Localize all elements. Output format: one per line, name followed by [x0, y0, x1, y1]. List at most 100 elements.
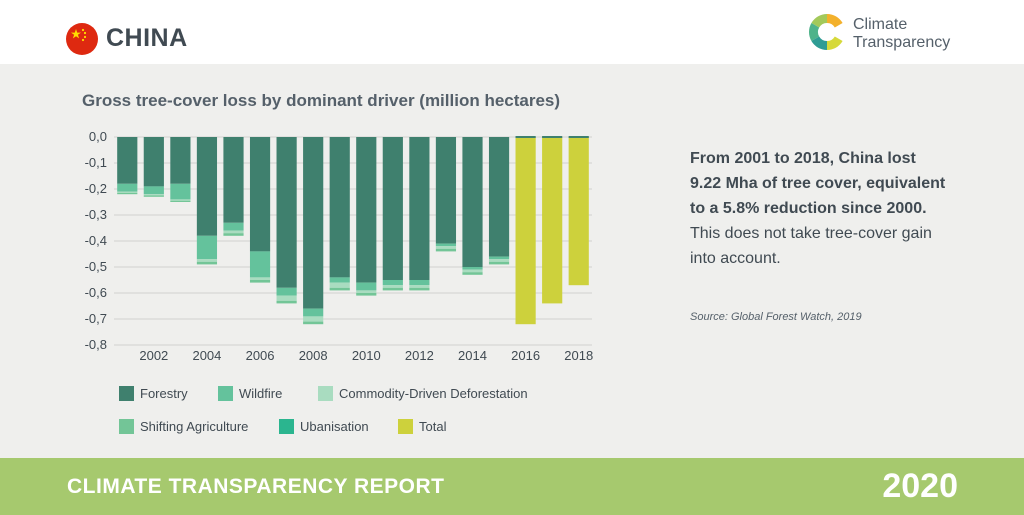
bar-forestry-2011: [382, 137, 403, 280]
bar-wildfire-2007: [276, 287, 297, 296]
bar-wildfire-2011: [382, 280, 403, 286]
bar-shifting-agriculture-2004: [196, 261, 218, 265]
bar-commodity-driven-deforestation-2002: [143, 194, 164, 196]
brand-line-1: Climate: [853, 16, 908, 33]
bar-wildfire-2003: [170, 183, 191, 200]
legend-item-forestry: Forestry: [119, 385, 188, 401]
legend-swatch: [318, 385, 333, 401]
bar-forestry-2002: [143, 137, 164, 187]
bar-commodity-driven-deforestation-2003: [170, 199, 191, 201]
legend-label: Commodity-Driven Deforestation: [339, 385, 528, 401]
x-tick-label: 2012: [405, 348, 434, 363]
legend-item-shifting-agriculture: Shifting Agriculture: [119, 418, 248, 434]
bar-wildfire-2009: [329, 277, 350, 283]
bar-forestry-2007: [276, 137, 297, 288]
y-tick-label: -0,7: [85, 311, 107, 326]
climate-transparency-logo-icon: [808, 13, 843, 51]
bar-total-2018: [568, 137, 589, 286]
x-tick-label: 2008: [299, 348, 328, 363]
bar-forestry-2009: [329, 137, 350, 278]
bar-forestry-2001: [117, 137, 138, 184]
bar-commodity-driven-deforestation-2014: [462, 269, 483, 273]
bar-shifting-agriculture-2005: [223, 233, 244, 236]
bar-wildfire-2004: [196, 235, 218, 260]
bar-wildfire-2001: [117, 183, 138, 192]
bar-top-cap-2018: [568, 136, 589, 138]
bar-total-2016: [515, 137, 536, 325]
legend-item-total: Total: [398, 418, 446, 434]
chart-grid: [114, 136, 592, 346]
bar-forestry-2006: [249, 137, 271, 252]
bar-shifting-agriculture-2014: [462, 272, 483, 275]
bar-wildfire-2010: [356, 282, 377, 291]
y-axis-ticks: 0,0 -0,1 -0,2 -0,3 -0,4 -0,5 -0,6 -0,7 -0,8: [85, 129, 107, 352]
bar-forestry-2004: [196, 137, 218, 236]
bar-wildfire-2005: [223, 222, 244, 231]
bar-commodity-driven-deforestation-2008: [303, 316, 324, 322]
bar-shifting-agriculture-2007: [276, 300, 297, 304]
bar-shifting-agriculture-2010: [356, 293, 377, 296]
bar-shifting-agriculture-2012: [409, 287, 430, 291]
legend-item-wildfire: Wildfire: [218, 385, 282, 401]
legend-swatch: [119, 385, 134, 401]
y-tick-label: -0,2: [85, 181, 107, 196]
bar-shifting-agriculture-2002: [143, 195, 164, 197]
y-tick-label: -0,1: [85, 155, 107, 170]
bar-forestry-2014: [462, 137, 483, 267]
bar-shifting-agriculture-2011: [382, 287, 403, 291]
bar-wildfire-2014: [462, 267, 483, 270]
legend-label: Shifting Agriculture: [140, 418, 249, 434]
legend-label: Ubanisation: [300, 418, 369, 434]
summary-bold: From 2001 to 2018, China lost 9.22 Mha o…: [690, 150, 946, 217]
x-tick-label: 2004: [192, 348, 221, 363]
legend-label: Total: [419, 418, 447, 434]
x-tick-label: 2006: [246, 348, 275, 363]
bar-shifting-agriculture-2006: [249, 280, 271, 283]
legend-item-ubanisation: Ubanisation: [279, 418, 369, 434]
y-tick-label: 0,0: [89, 129, 107, 144]
x-tick-label: 2010: [352, 348, 381, 363]
bar-commodity-driven-deforestation-2005: [223, 230, 244, 234]
bar-chart: 0,0 -0,1 -0,2 -0,3 -0,4 -0,5 -0,6 -0,7 -0,8 2002…: [85, 129, 594, 363]
country-name: CHINA: [106, 24, 188, 52]
bar-forestry-2003: [170, 137, 191, 184]
bar-wildfire-2008: [303, 308, 324, 317]
header: CHINA Climate Transparency: [0, 0, 1024, 64]
bar-shifting-agriculture-2001: [117, 192, 138, 195]
bar-shifting-agriculture-2008: [303, 321, 324, 325]
bar-wildfire-2013: [435, 243, 457, 247]
legend-swatch: [398, 418, 413, 434]
bar-wildfire-2006: [249, 251, 271, 278]
bar-forestry-2015: [488, 137, 510, 257]
bar-shifting-agriculture-2009: [329, 287, 350, 291]
legend-swatch: [279, 418, 294, 434]
bar-commodity-driven-deforestation-2001: [117, 191, 138, 193]
bar-commodity-driven-deforestation-2011: [382, 285, 403, 288]
y-tick-label: -0,3: [85, 207, 107, 222]
bar-shifting-agriculture-2013: [435, 248, 457, 252]
summary-text: From 2001 to 2018, China lost 9.22 Mha o…: [690, 146, 950, 271]
brand-name: Climate Transparency: [853, 16, 950, 52]
bar-shifting-agriculture-2003: [170, 200, 191, 202]
y-tick-label: -0,5: [85, 259, 107, 274]
brand-line-2: Transparency: [853, 34, 951, 51]
bar-forestry-2013: [435, 137, 457, 244]
legend-label: Wildfire: [239, 385, 283, 401]
legend-swatch: [218, 385, 233, 401]
bar-commodity-driven-deforestation-2013: [435, 246, 457, 249]
bar-commodity-driven-deforestation-2012: [409, 285, 430, 288]
bar-forestry-2005: [223, 137, 244, 223]
bar-forestry-2010: [356, 137, 377, 283]
content-panel: [0, 64, 1024, 458]
legend-item-commodity-driven-deforestation: Commodity-Driven Deforestation: [318, 385, 528, 401]
bar-commodity-driven-deforestation-2004: [196, 259, 218, 262]
chart-title: Gross tree-cover loss by dominant driver…: [82, 91, 561, 110]
x-axis-ticks: 2002 2004 2006 2008 2010 2012 2014 2016 2018: [139, 348, 593, 363]
bar-commodity-driven-deforestation-2007: [276, 295, 297, 301]
footer-year: 2020: [882, 467, 958, 505]
y-tick-label: -0,6: [85, 285, 107, 300]
chart-bars: [117, 136, 589, 325]
bar-top-cap-2016: [515, 136, 536, 138]
bar-commodity-driven-deforestation-2010: [356, 290, 377, 293]
legend-swatch: [119, 418, 134, 434]
